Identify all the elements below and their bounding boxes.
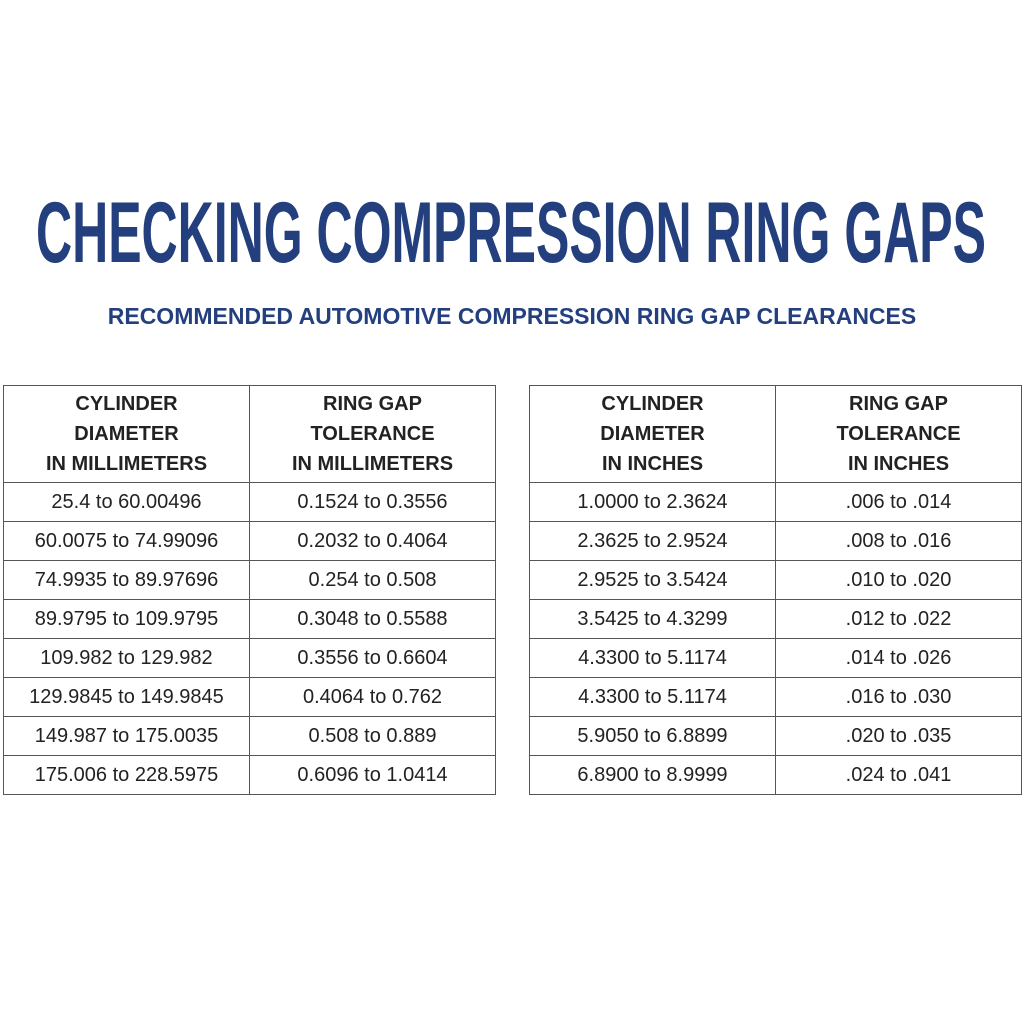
ring-gap-cell: .014 to .026	[775, 638, 1022, 678]
column-header-line: RING GAP	[849, 393, 948, 415]
table-row: 6.8900 to 8.9999.024 to .041	[529, 755, 1022, 795]
table-row: 129.9845 to 149.9845 0.4064 to 0.762	[3, 677, 496, 717]
cylinder-diameter-cell: 6.8900 to 8.9999	[529, 755, 776, 795]
table-row: 25.4 to 60.00496 0.1524 to 0.3556	[3, 482, 496, 522]
cylinder-diameter-cell: 60.0075 to 74.99096	[3, 521, 250, 561]
metric-table: CYLINDER DIAMETER IN MILLIMETERS RING GAP TO…	[3, 385, 496, 795]
cylinder-diameter-cell: 175.006 to 228.5975	[3, 755, 250, 795]
cylinder-diameter-cell: 149.987 to 175.0035	[3, 716, 250, 756]
ring-gap-cell: .020 to .035	[775, 716, 1022, 756]
column-header: CYLINDER DIAMETER IN INCHES	[529, 385, 776, 483]
column-header: CYLINDER DIAMETER IN MILLIMETERS	[3, 385, 250, 483]
column-header-line: IN MILLIMETERS	[291, 453, 454, 475]
page-title: CHECKING COMPRESSION RING GAPS	[36, 188, 986, 278]
cylinder-diameter-cell: 5.9050 to 6.8899	[529, 716, 776, 756]
table-row: 109.982 to 129.982 0.3556 to 0.6604	[3, 638, 496, 678]
ring-gap-cell: 0.6096 to 1.0414	[249, 755, 496, 795]
cylinder-diameter-cell: 109.982 to 129.982	[3, 638, 250, 678]
table-row: 74.9935 to 89.97696 0.254 to 0.508	[3, 560, 496, 600]
column-header-line: CYLINDER	[75, 393, 178, 415]
column-header-line: DIAMETER	[74, 423, 179, 445]
table-row: 2.9525 to 3.5424.010 to .020	[529, 560, 1022, 600]
ring-gap-cell: 0.4064 to 0.762	[249, 677, 496, 717]
cylinder-diameter-cell: 2.9525 to 3.5424	[529, 560, 776, 600]
table-row: 1.0000 to 2.3624.006 to .014	[529, 482, 1022, 522]
column-header-line: TOLERANCE	[310, 423, 435, 445]
ring-gap-cell: .008 to .016	[775, 521, 1022, 561]
ring-gap-cell: 0.3556 to 0.6604	[249, 638, 496, 678]
table-row: 3.5425 to 4.3299.012 to .022	[529, 599, 1022, 639]
ring-gap-cell: .024 to .041	[775, 755, 1022, 795]
ring-gap-cell: .006 to .014	[775, 482, 1022, 522]
cylinder-diameter-cell: 3.5425 to 4.3299	[529, 599, 776, 639]
column-header-line: IN INCHES	[601, 453, 704, 475]
column-header: RING GAP TOLERANCE IN INCHES	[775, 385, 1022, 483]
table-row: 4.3300 to 5.1174.016 to .030	[529, 677, 1022, 717]
table-row: 149.987 to 175.0035 0.508 to 0.889	[3, 716, 496, 756]
table-row: 60.0075 to 74.99096 0.2032 to 0.4064	[3, 521, 496, 561]
header-row: CYLINDER DIAMETER IN MILLIMETERS RING GAP TO…	[3, 385, 496, 483]
column-header: RING GAP TOLERANCE IN MILLIMETERS	[249, 385, 496, 483]
cylinder-diameter-cell: 89.9795 to 109.9795	[3, 599, 250, 639]
cylinder-diameter-cell: 4.3300 to 5.1174	[529, 638, 776, 678]
column-header-line: IN MILLIMETERS	[45, 453, 208, 475]
ring-gap-cell: 0.508 to 0.889	[249, 716, 496, 756]
column-header-line: CYLINDER	[601, 393, 704, 415]
header-row: CYLINDER DIAMETER IN INCHES RING GAP TOLERAN…	[529, 385, 1022, 483]
table-row: 5.9050 to 6.8899.020 to .035	[529, 716, 1022, 756]
ring-gap-cell: 0.3048 to 0.5588	[249, 599, 496, 639]
column-header-line: IN INCHES	[847, 453, 950, 475]
ring-gap-cell: 0.254 to 0.508	[249, 560, 496, 600]
cylinder-diameter-cell: 74.9935 to 89.97696	[3, 560, 250, 600]
page-title-text: CHECKING COMPRESSION RING GAPS	[36, 188, 986, 278]
ring-gap-cell: 0.1524 to 0.3556	[249, 482, 496, 522]
cylinder-diameter-cell: 1.0000 to 2.3624	[529, 482, 776, 522]
column-header-line: TOLERANCE	[836, 423, 961, 445]
imperial-table: CYLINDER DIAMETER IN INCHES RING GAP TOLERAN…	[529, 385, 1022, 795]
table-row: 89.9795 to 109.9795 0.3048 to 0.5588	[3, 599, 496, 639]
ring-gap-cell: .012 to .022	[775, 599, 1022, 639]
table-row: 2.3625 to 2.9524.008 to .016	[529, 521, 1022, 561]
cylinder-diameter-cell: 4.3300 to 5.1174	[529, 677, 776, 717]
ring-gap-cell: 0.2032 to 0.4064	[249, 521, 496, 561]
page-subtitle: RECOMMENDED AUTOMOTIVE COMPRESSION RING …	[107, 303, 917, 329]
column-header-line: RING GAP	[323, 393, 422, 415]
ring-gap-cell: .016 to .030	[775, 677, 1022, 717]
table-row: 175.006 to 228.5975 0.6096 to 1.0414	[3, 755, 496, 795]
cylinder-diameter-cell: 2.3625 to 2.9524	[529, 521, 776, 561]
ring-gap-cell: .010 to .020	[775, 560, 1022, 600]
column-header-line: DIAMETER	[600, 423, 705, 445]
cylinder-diameter-cell: 129.9845 to 149.9845	[3, 677, 250, 717]
table-row: 4.3300 to 5.1174.014 to .026	[529, 638, 1022, 678]
cylinder-diameter-cell: 25.4 to 60.00496	[3, 482, 250, 522]
